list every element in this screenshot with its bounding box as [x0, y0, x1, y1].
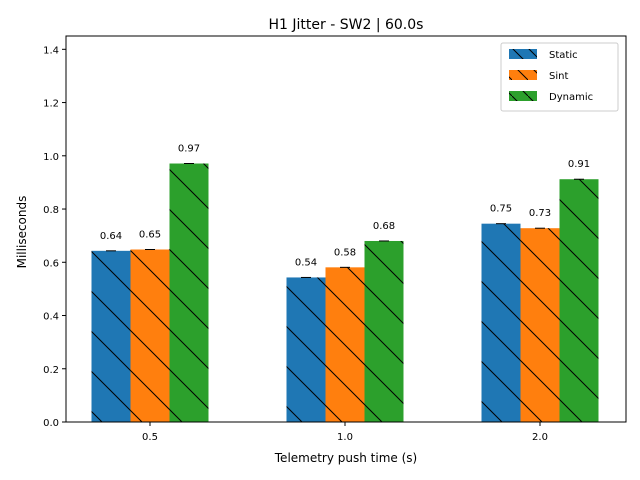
y-axis: 0.0 0.2 0.4 0.6 0.8 1.0 1.2 1.4 — [43, 45, 66, 429]
data-label: 0.65 — [139, 229, 161, 240]
legend-swatch-hatch — [509, 91, 537, 101]
legend-swatch-hatch — [509, 70, 537, 80]
y-tick-label: 1.4 — [43, 45, 59, 56]
y-axis-label: Milliseconds — [15, 196, 29, 269]
y-tick-label: 1.0 — [43, 152, 59, 163]
data-label: 0.75 — [490, 204, 512, 215]
x-tick-label: 1.0 — [337, 432, 353, 443]
data-label: 0.97 — [178, 144, 200, 155]
bar-hatch — [364, 240, 404, 422]
bar-hatch — [286, 277, 326, 422]
legend-label-sint: Sint — [549, 71, 568, 82]
plot-area: 0.64 0.54 0.75 0.65 0.58 0.73 0.97 0.68 0.91 — [91, 144, 599, 422]
data-label: 0.64 — [100, 231, 122, 242]
bar-hatch — [130, 249, 170, 422]
legend-swatch-hatch — [509, 49, 537, 59]
data-label: 0.91 — [568, 159, 590, 170]
x-tick-label: 0.5 — [142, 432, 158, 443]
x-axis-label: Telemetry push time (s) — [274, 451, 417, 465]
plot-frame — [65, 35, 627, 423]
y-tick-label: 0.6 — [43, 258, 59, 269]
data-label: 0.68 — [373, 221, 395, 232]
x-axis: 0.5 1.0 2.0 — [142, 422, 548, 443]
bar-hatch — [559, 179, 599, 422]
data-label: 0.58 — [334, 247, 356, 258]
bar-hatch — [520, 228, 560, 422]
y-tick-label: 1.2 — [43, 99, 59, 110]
y-tick-label: 0.4 — [43, 312, 59, 323]
bar-hatch — [325, 267, 365, 422]
bar-hatch — [481, 223, 521, 422]
data-label: 0.73 — [529, 208, 551, 219]
legend-label-dynamic: Dynamic — [549, 92, 593, 103]
legend-label-static: Static — [549, 50, 578, 61]
y-tick-label: 0.8 — [43, 205, 59, 216]
bar-hatch — [91, 250, 131, 422]
y-tick-label: 0.0 — [43, 418, 59, 429]
y-tick-label: 0.2 — [43, 365, 59, 376]
bar-hatch — [169, 163, 209, 422]
legend: Static Sint Dynamic — [500, 42, 619, 112]
chart-title: H1 Jitter - SW2 | 60.0s — [269, 17, 424, 33]
x-tick-label: 2.0 — [532, 432, 548, 443]
data-label: 0.54 — [295, 257, 317, 268]
